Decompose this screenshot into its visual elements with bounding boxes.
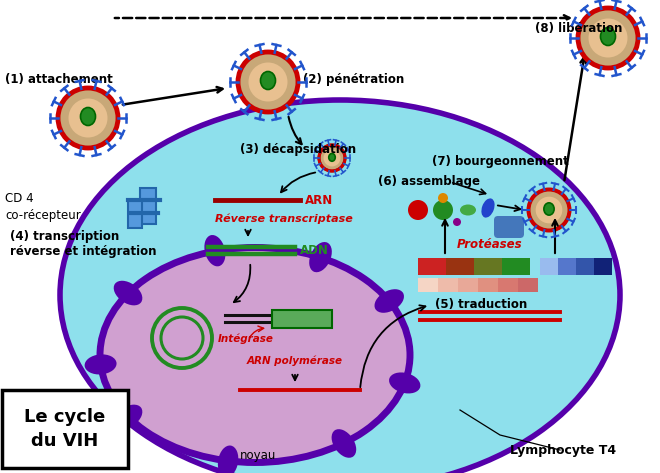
Ellipse shape — [544, 203, 554, 215]
Ellipse shape — [601, 27, 616, 45]
Ellipse shape — [81, 107, 96, 125]
Circle shape — [578, 8, 638, 68]
Bar — [272, 310, 332, 328]
Ellipse shape — [481, 198, 494, 218]
Bar — [446, 258, 474, 275]
Text: noyau: noyau — [240, 448, 276, 462]
Text: (3) décapsidation: (3) décapsidation — [240, 143, 356, 156]
Ellipse shape — [460, 204, 476, 216]
Ellipse shape — [389, 372, 420, 394]
Circle shape — [433, 200, 453, 220]
Text: (7) bourgeonnement: (7) bourgeonnement — [432, 155, 569, 168]
Circle shape — [69, 98, 108, 138]
Ellipse shape — [309, 242, 332, 272]
Bar — [418, 258, 446, 275]
Circle shape — [438, 193, 448, 203]
Circle shape — [249, 62, 288, 102]
Text: ARN: ARN — [305, 193, 333, 207]
Ellipse shape — [329, 153, 335, 161]
Bar — [518, 278, 538, 292]
Circle shape — [536, 197, 562, 223]
Circle shape — [323, 149, 341, 166]
Text: (5) traduction: (5) traduction — [435, 298, 527, 311]
Bar — [140, 188, 156, 224]
Text: Le cycle
du VIH: Le cycle du VIH — [24, 408, 106, 450]
FancyBboxPatch shape — [2, 390, 128, 468]
Bar — [478, 278, 498, 292]
Bar — [502, 258, 530, 275]
Circle shape — [529, 190, 570, 230]
Ellipse shape — [261, 71, 275, 89]
Text: (2) pénétration: (2) pénétration — [303, 73, 404, 86]
Text: co-récepteur: co-récepteur — [5, 209, 81, 221]
Ellipse shape — [218, 446, 238, 473]
Ellipse shape — [205, 235, 226, 266]
Circle shape — [238, 52, 298, 112]
Ellipse shape — [374, 289, 404, 313]
Circle shape — [589, 18, 628, 58]
Ellipse shape — [331, 429, 356, 458]
Bar — [438, 278, 458, 292]
Bar — [128, 200, 142, 228]
Ellipse shape — [114, 281, 143, 306]
Text: Intégrase: Intégrase — [218, 333, 274, 343]
Bar — [458, 278, 478, 292]
Circle shape — [453, 218, 461, 226]
Text: CD 4: CD 4 — [5, 192, 34, 204]
Text: (1) attachement: (1) attachement — [5, 73, 113, 86]
Text: ARN polymérase: ARN polymérase — [247, 355, 343, 366]
Text: (6) assemblage: (6) assemblage — [378, 175, 480, 188]
Bar — [540, 258, 558, 275]
Text: Réverse transcriptase: Réverse transcriptase — [215, 213, 352, 224]
Text: (4) transcription
réverse et intégration: (4) transcription réverse et intégration — [10, 230, 156, 258]
Circle shape — [408, 200, 428, 220]
Text: Protéases: Protéases — [457, 238, 523, 251]
Ellipse shape — [60, 100, 620, 473]
Bar — [418, 278, 438, 292]
Circle shape — [319, 145, 345, 171]
Bar — [558, 258, 576, 275]
Text: Lymphocyte T4: Lymphocyte T4 — [510, 444, 616, 456]
Bar — [474, 258, 502, 275]
Bar — [498, 278, 518, 292]
Circle shape — [58, 88, 118, 148]
Bar — [594, 258, 612, 275]
Text: (8) libération: (8) libération — [535, 22, 622, 35]
Ellipse shape — [114, 404, 143, 429]
Text: ADN: ADN — [300, 244, 329, 256]
Ellipse shape — [100, 247, 410, 463]
Ellipse shape — [84, 354, 117, 375]
Bar — [576, 258, 594, 275]
FancyBboxPatch shape — [494, 216, 524, 238]
